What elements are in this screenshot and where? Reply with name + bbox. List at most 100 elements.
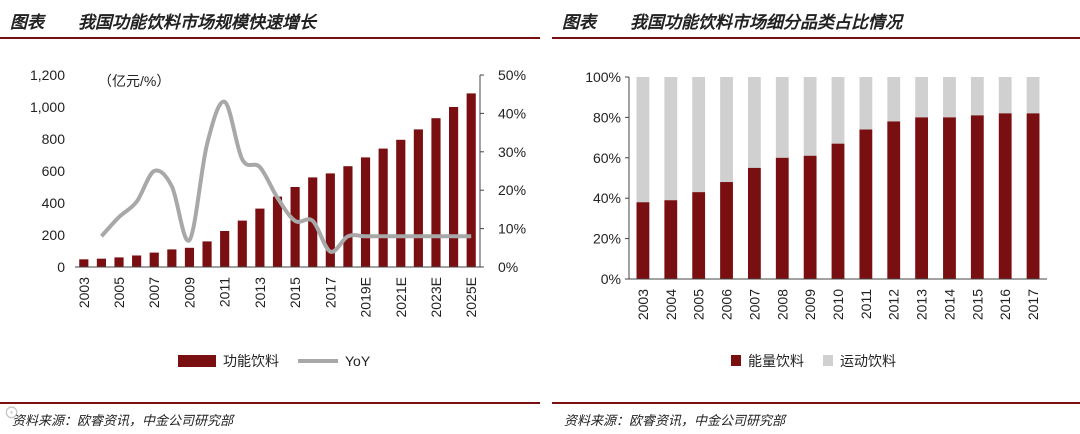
bar	[343, 166, 353, 267]
bar-sports-drinks	[943, 77, 956, 118]
bar-sports-drinks	[664, 77, 678, 201]
bar-energy-drinks	[720, 182, 733, 279]
x-tick-label: 2015	[969, 289, 985, 320]
legend-label-line: YoY	[345, 353, 371, 369]
bar-sports-drinks	[636, 77, 650, 203]
right-title-text: 我国功能饮料市场细分品类占比情况	[630, 13, 902, 33]
legend-swatch-sports	[823, 355, 833, 366]
bar-sports-drinks	[692, 77, 706, 193]
bar-sports-drinks	[831, 77, 845, 144]
legend-swatch-energy	[731, 355, 741, 366]
x-tick-label: 2014	[941, 289, 957, 320]
bar	[237, 220, 247, 267]
bar-energy-drinks	[803, 155, 817, 279]
x-tick-label: 2021E	[393, 277, 409, 317]
bar-sports-drinks	[998, 77, 1012, 114]
bar	[431, 118, 441, 267]
left-top-rule	[0, 37, 540, 39]
x-tick-label: 2003	[635, 289, 651, 320]
right-chart-title: 图表 我国功能饮料市场细分品类占比情况	[562, 8, 902, 33]
bar	[413, 129, 423, 267]
x-tick-label: 2013	[914, 289, 930, 320]
x-tick-label: 2011	[217, 277, 233, 307]
y2-tick-label: 30%	[498, 144, 526, 160]
x-tick-label: 2006	[719, 289, 735, 320]
left-title-text: 我国功能饮料市场规模快速增长	[78, 13, 316, 33]
x-tick-label: 2003	[76, 277, 92, 308]
y2-tick-label: 50%	[498, 67, 526, 83]
bar	[272, 196, 283, 267]
bar	[378, 148, 388, 267]
bar-energy-drinks	[664, 200, 678, 279]
series-line-yoy	[99, 99, 472, 254]
x-tick-label: 2009	[802, 289, 818, 320]
bar	[220, 231, 230, 267]
bar-energy-drinks	[747, 167, 761, 279]
x-tick-label: 2008	[774, 289, 790, 320]
y-tick-label: 0	[57, 259, 65, 275]
bar	[202, 241, 212, 267]
y2-tick-label: 10%	[498, 221, 526, 237]
bar-energy-drinks	[859, 129, 873, 279]
y-tick-label: 400	[42, 195, 66, 211]
y-tick-label: 80%	[593, 109, 621, 125]
bar-energy-drinks	[970, 115, 984, 279]
y-tick-label: 60%	[593, 150, 621, 166]
bar-sports-drinks	[720, 77, 733, 183]
legend-label-energy: 能量饮料	[748, 353, 804, 369]
right-bottom-rule	[552, 402, 1080, 404]
bar-energy-drinks	[775, 157, 789, 279]
left-source-note: 资料来源：欧睿资讯，中金公司研究部	[12, 414, 234, 429]
y-tick-label: 1,200	[30, 67, 65, 83]
x-tick-label: 2009	[181, 277, 197, 308]
bar	[96, 258, 106, 267]
y-tick-label: 100%	[585, 69, 621, 85]
left-chart-svg: 0 200 400 600 800 1,000 1,200 0% 10% 20% 30% 40% 50%…	[30, 67, 526, 369]
bar	[149, 252, 159, 267]
x-tick-label: 2004	[663, 289, 679, 320]
y-tick-label: 0%	[601, 271, 621, 287]
x-tick-label: 2017	[1025, 289, 1041, 320]
bar	[114, 257, 124, 267]
right-top-rule	[552, 37, 1080, 39]
bar-sports-drinks	[747, 77, 761, 168]
legend-swatch-bar	[178, 355, 216, 367]
right-source-note: 资料来源：欧睿资讯，中金公司研究部	[564, 414, 786, 429]
y2-tick-label: 40%	[498, 105, 526, 121]
x-tick-label: 2007	[146, 277, 162, 308]
x-tick-label: 2012	[886, 289, 902, 320]
bar	[255, 208, 265, 267]
bar-sports-drinks	[803, 77, 817, 156]
bar-energy-drinks	[636, 202, 650, 279]
bar-sports-drinks	[915, 77, 929, 118]
bar	[396, 139, 406, 267]
x-tick-label: 2005	[691, 289, 707, 320]
x-tick-label: 2011	[858, 289, 874, 319]
x-tick-label: 2013	[252, 277, 268, 308]
left-figure-label: 图表	[10, 13, 44, 33]
x-tick-label: 2019E	[358, 277, 374, 317]
bar-energy-drinks	[887, 121, 901, 279]
y-tick-label: 800	[42, 131, 66, 147]
bar	[132, 255, 142, 267]
bar-sports-drinks	[1026, 77, 1040, 114]
bar-sports-drinks	[887, 77, 901, 122]
left-chart-title: 图表 我国功能饮料市场规模快速增长	[10, 8, 316, 33]
y-tick-label: 1,000	[30, 99, 65, 115]
x-tick-label: 2007	[746, 289, 762, 320]
right-chart-svg: 0% 20% 40% 60% 80% 100% 2003 2004 2005 2006 2007 20…	[585, 69, 1047, 369]
watermark-logo: ⊙	[4, 402, 20, 423]
y2-tick-label: 20%	[498, 182, 526, 198]
bar-sports-drinks	[775, 77, 789, 158]
bar-energy-drinks	[831, 143, 845, 279]
x-tick-label: 2016	[997, 289, 1013, 320]
bar	[167, 249, 177, 267]
y-tick-label: 40%	[593, 190, 621, 206]
bar	[466, 93, 476, 268]
x-tick-label: 2025E	[463, 277, 479, 317]
left-bottom-rule	[0, 402, 540, 404]
unit-label: （亿元/%）	[98, 73, 170, 89]
bar-sports-drinks	[859, 77, 873, 130]
bar	[79, 259, 89, 267]
y-tick-label: 200	[42, 227, 66, 243]
